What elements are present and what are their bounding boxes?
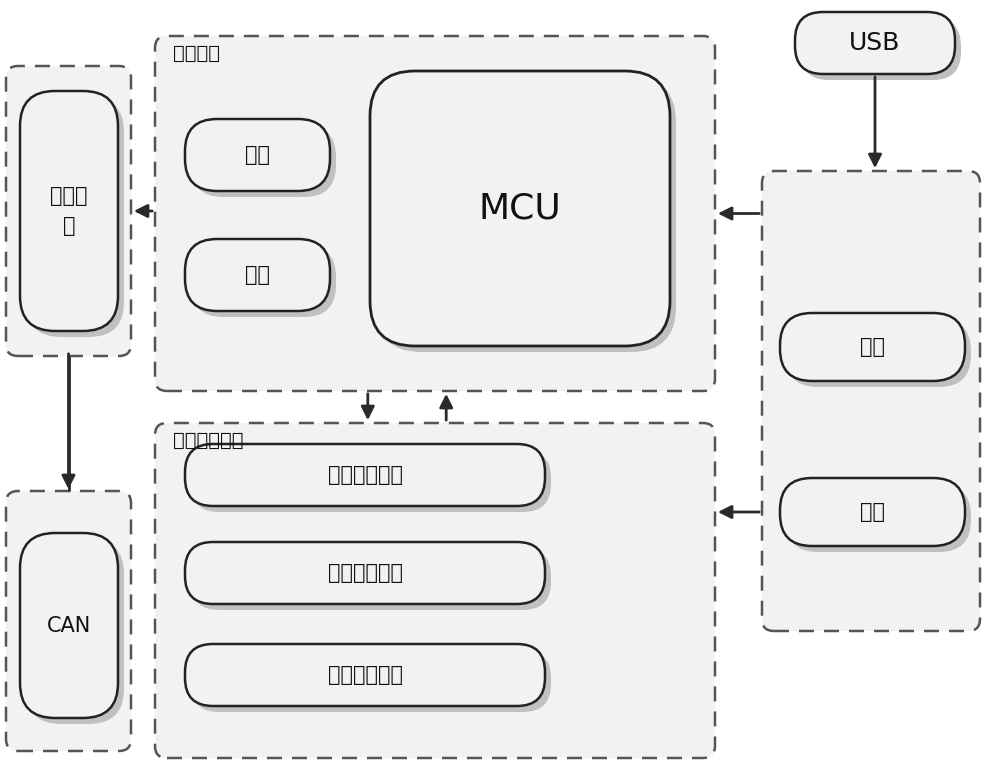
FancyBboxPatch shape xyxy=(376,77,676,352)
FancyBboxPatch shape xyxy=(795,12,955,74)
FancyBboxPatch shape xyxy=(26,539,124,724)
FancyBboxPatch shape xyxy=(20,91,118,331)
FancyBboxPatch shape xyxy=(185,542,545,604)
FancyBboxPatch shape xyxy=(6,66,131,356)
FancyBboxPatch shape xyxy=(780,478,965,546)
FancyBboxPatch shape xyxy=(26,97,124,337)
FancyBboxPatch shape xyxy=(191,125,336,197)
FancyBboxPatch shape xyxy=(191,450,551,512)
FancyBboxPatch shape xyxy=(191,548,551,610)
FancyBboxPatch shape xyxy=(6,491,131,751)
FancyBboxPatch shape xyxy=(185,239,330,311)
Text: 地磁仪传感器: 地磁仪传感器 xyxy=(328,665,403,685)
Text: 陀螺仪传感器: 陀螺仪传感器 xyxy=(328,563,403,583)
FancyBboxPatch shape xyxy=(780,313,965,381)
FancyBboxPatch shape xyxy=(786,484,971,552)
FancyBboxPatch shape xyxy=(185,119,330,191)
Text: 充电: 充电 xyxy=(860,502,885,522)
FancyBboxPatch shape xyxy=(370,71,670,346)
Text: 加速度传感器: 加速度传感器 xyxy=(328,465,403,485)
FancyBboxPatch shape xyxy=(185,444,545,506)
Text: MCU: MCU xyxy=(479,192,561,226)
Text: CAN: CAN xyxy=(47,615,91,636)
FancyBboxPatch shape xyxy=(801,18,961,80)
FancyBboxPatch shape xyxy=(20,533,118,718)
Text: 存储芯
片: 存储芯 片 xyxy=(50,186,88,236)
FancyBboxPatch shape xyxy=(762,171,980,631)
FancyBboxPatch shape xyxy=(155,36,715,391)
FancyBboxPatch shape xyxy=(786,319,971,387)
Text: 主控模块: 主控模块 xyxy=(173,44,220,63)
Text: 复位: 复位 xyxy=(245,145,270,165)
Text: 稳压: 稳压 xyxy=(860,337,885,357)
Text: 数据采集单元: 数据采集单元 xyxy=(173,431,244,450)
Text: 时钟: 时钟 xyxy=(245,265,270,285)
FancyBboxPatch shape xyxy=(185,644,545,706)
Text: USB: USB xyxy=(849,31,901,55)
FancyBboxPatch shape xyxy=(191,650,551,712)
FancyBboxPatch shape xyxy=(191,245,336,317)
FancyBboxPatch shape xyxy=(155,423,715,758)
